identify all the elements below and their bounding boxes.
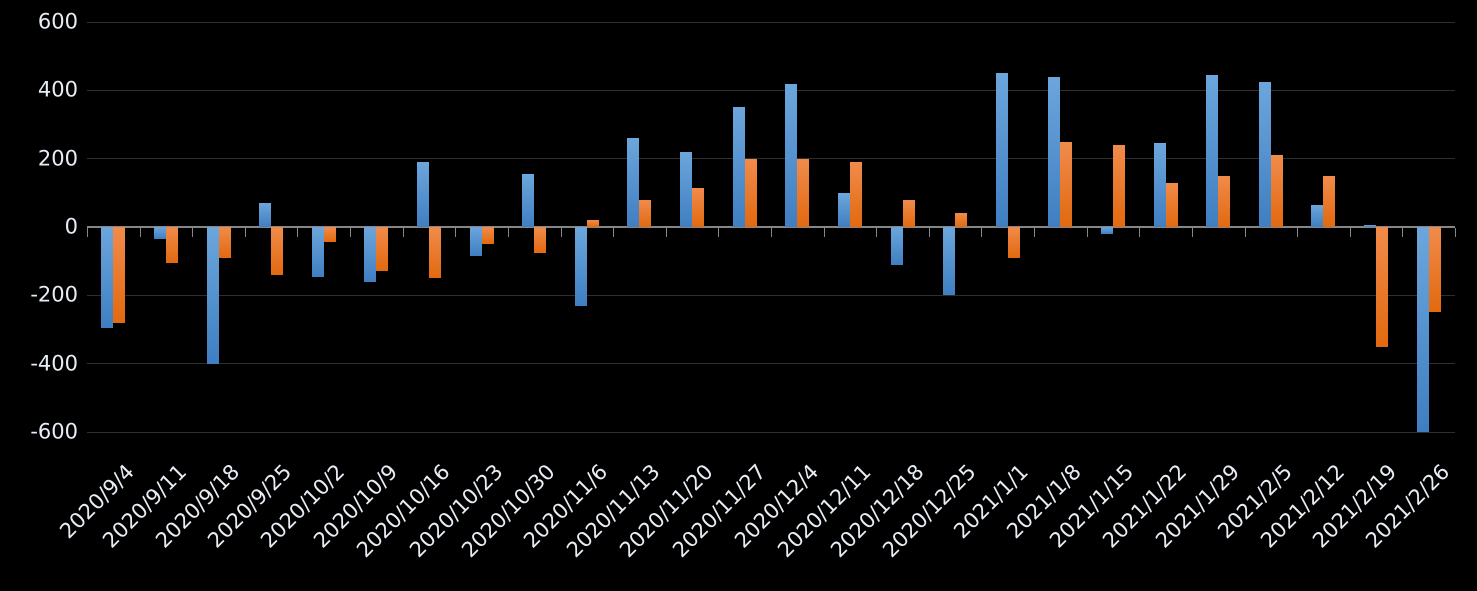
gridline: [87, 294, 1455, 296]
axis-tick: [1191, 228, 1193, 237]
orange-bar: [1376, 227, 1389, 347]
blue-bar: [1364, 225, 1377, 227]
orange-bar: [1113, 145, 1125, 227]
axis-tick: [402, 228, 404, 237]
axis-tick: [192, 228, 194, 237]
axis-tick: [139, 228, 141, 237]
y-axis-label: 0: [64, 214, 78, 239]
orange-bar: [165, 227, 178, 263]
orange-bar: [639, 199, 652, 227]
axis-tick: [1455, 228, 1456, 237]
gridline: [87, 21, 1455, 23]
orange-bar: [1323, 175, 1336, 227]
blue-bar: [153, 227, 166, 239]
axis-tick: [507, 228, 509, 237]
blue-bar: [1101, 227, 1113, 234]
blue-bar: [574, 227, 587, 306]
blue-bar: [364, 227, 377, 282]
orange-bar: [744, 158, 757, 227]
blue-bar: [732, 107, 745, 227]
axis-tick: [665, 228, 667, 237]
orange-bar: [534, 227, 547, 253]
gridline: [87, 89, 1455, 91]
orange-bar: [1060, 141, 1073, 227]
axis-tick: [297, 228, 299, 237]
orange-bar: [429, 227, 441, 279]
y-axis-label: 600: [37, 9, 78, 34]
orange-bar: [797, 158, 810, 227]
orange-bar: [218, 227, 231, 258]
blue-bar: [943, 227, 956, 296]
axis-tick: [1139, 228, 1141, 237]
blue-bar: [469, 227, 482, 257]
blue-bar: [890, 227, 903, 265]
y-axis-label: -400: [30, 351, 78, 376]
blue-bar: [311, 227, 324, 277]
axis-tick: [718, 228, 720, 237]
y-axis-label: 400: [37, 77, 78, 102]
orange-bar: [271, 227, 284, 275]
orange-bar: [902, 199, 915, 227]
blue-bar: [627, 138, 640, 227]
orange-bar: [481, 227, 494, 245]
blue-bar: [1153, 143, 1166, 227]
orange-bar: [1270, 155, 1283, 227]
orange-bar: [955, 213, 968, 227]
blue-bar: [1311, 204, 1324, 227]
axis-tick: [1086, 228, 1088, 237]
gridline: [87, 431, 1455, 433]
axis-tick: [981, 228, 983, 237]
orange-bar: [376, 227, 389, 272]
orange-bar: [692, 187, 705, 227]
orange-bar: [323, 227, 336, 243]
axis-tick: [1244, 228, 1246, 237]
orange-bar: [1218, 175, 1231, 227]
blue-bar: [1258, 81, 1271, 227]
axis-tick: [1402, 228, 1404, 237]
orange-bar: [1428, 227, 1441, 313]
axis-tick: [350, 228, 352, 237]
orange-bar: [1007, 227, 1020, 258]
axis-tick: [455, 228, 457, 237]
blue-bar: [680, 151, 693, 227]
blue-bar: [522, 174, 535, 227]
gridline: [87, 363, 1455, 365]
blue-bar: [837, 192, 850, 227]
orange-bar: [113, 227, 126, 323]
blue-bar: [259, 203, 272, 227]
y-axis-label: -600: [30, 419, 78, 444]
gridline: [87, 158, 1455, 160]
orange-bar: [1165, 182, 1178, 227]
y-axis-label: -200: [30, 282, 78, 307]
blue-bar: [101, 227, 114, 328]
axis-tick: [613, 228, 615, 237]
axis-tick: [876, 228, 878, 237]
blue-bar: [785, 83, 798, 227]
axis-tick: [560, 228, 562, 237]
axis-tick: [1034, 228, 1036, 237]
blue-bar: [1416, 227, 1429, 432]
orange-bar: [586, 220, 599, 227]
x-axis-line: [87, 226, 1455, 228]
blue-bar: [995, 73, 1008, 227]
blue-bar: [206, 227, 219, 364]
axis-tick: [823, 228, 825, 237]
orange-bar: [849, 162, 862, 227]
y-axis-label: 200: [37, 146, 78, 171]
axis-tick: [1297, 228, 1299, 237]
axis-tick: [87, 228, 88, 237]
axis-tick: [1349, 228, 1351, 237]
axis-tick: [928, 228, 930, 237]
axis-tick: [771, 228, 772, 237]
axis-tick: [244, 228, 246, 237]
blue-bar: [1206, 74, 1219, 227]
blue-bar: [1048, 76, 1061, 227]
blue-bar: [417, 162, 429, 227]
